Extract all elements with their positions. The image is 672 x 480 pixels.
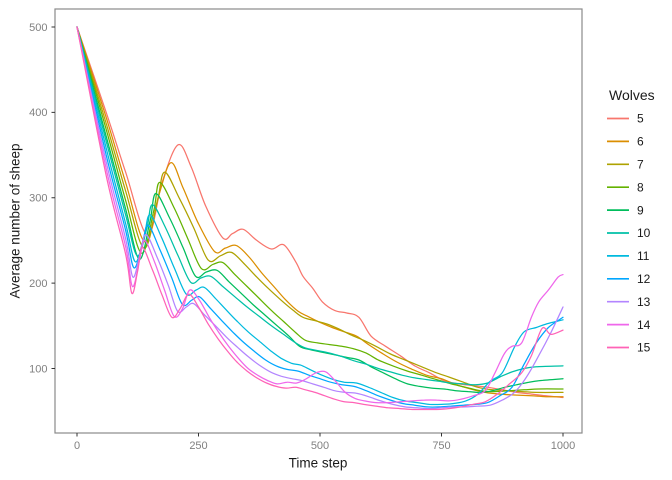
x-axis-tick-label: 750 — [432, 440, 450, 452]
y-axis-tick-label: 300 — [29, 193, 47, 205]
legend-title: Wolves — [609, 87, 655, 103]
x-axis-tick-label: 250 — [189, 440, 207, 452]
series-line-wolves-8 — [76, 26, 564, 393]
series-line-wolves-9 — [76, 26, 564, 394]
y-axis-tick-label: 200 — [29, 278, 47, 290]
plot-panel — [54, 8, 583, 434]
series-line-wolves-10 — [76, 26, 564, 386]
legend-item-label: 8 — [637, 180, 644, 194]
x-axis-tick-label: 1000 — [551, 440, 575, 452]
legend-item-label: 12 — [637, 272, 651, 286]
series-line-wolves-14 — [76, 26, 564, 404]
x-axis-tick-label: 0 — [74, 440, 80, 452]
legend-item-label: 5 — [637, 112, 644, 126]
y-axis-title: Average number of sheep — [7, 143, 23, 299]
series-line-wolves-7 — [76, 26, 564, 394]
series-line-wolves-5 — [76, 26, 564, 399]
legend-item-label: 11 — [637, 249, 650, 263]
legend-item-label: 9 — [637, 203, 644, 217]
series-line-wolves-15 — [76, 26, 564, 411]
legend-item-label: 10 — [637, 226, 651, 240]
x-axis-tick-label: 500 — [311, 440, 329, 452]
y-axis-tick-label: 100 — [29, 363, 47, 375]
series-line-wolves-13 — [76, 26, 564, 410]
legend-item-label: 13 — [637, 295, 651, 309]
x-axis-title: Time step — [288, 455, 348, 471]
y-axis-tick-label: 400 — [29, 107, 47, 119]
y-axis-tick-label: 500 — [29, 22, 47, 34]
legend-item-label: 14 — [637, 318, 651, 332]
legend-item-label: 7 — [637, 158, 644, 172]
legend-item-label: 6 — [637, 135, 644, 149]
legend-item-label: 15 — [637, 341, 651, 355]
